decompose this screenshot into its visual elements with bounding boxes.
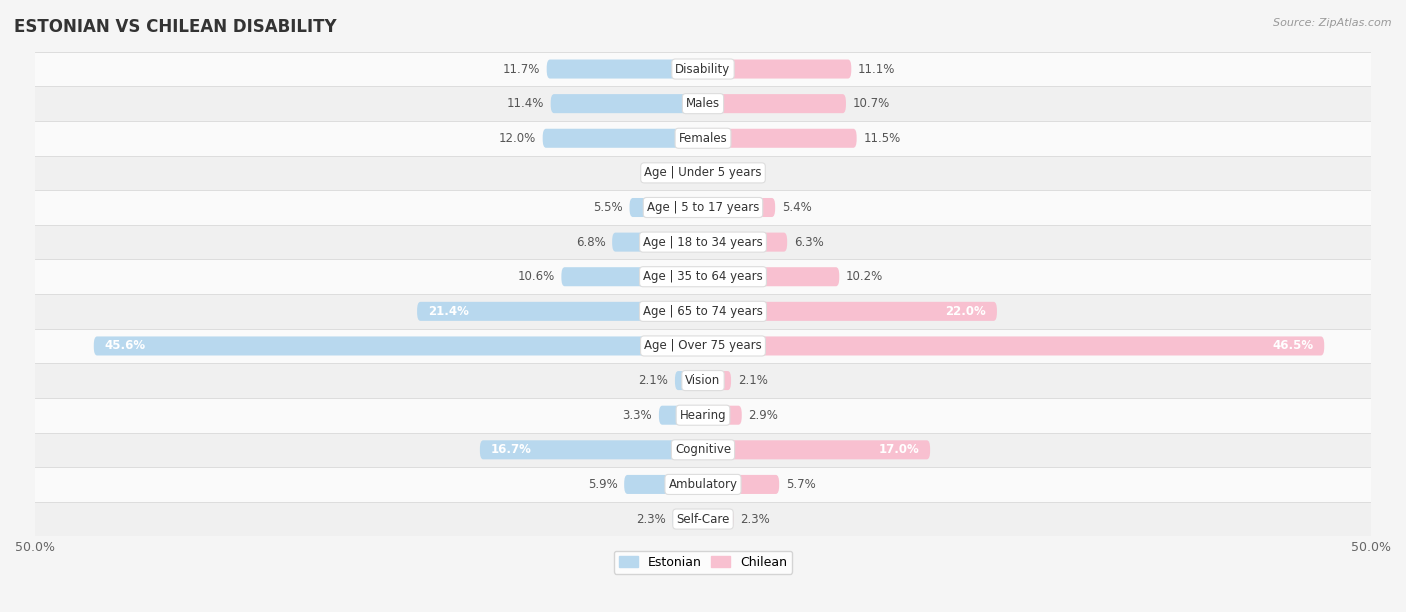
Text: Vision: Vision [685,374,721,387]
FancyBboxPatch shape [94,337,703,356]
Legend: Estonian, Chilean: Estonian, Chilean [614,551,792,573]
Bar [35,364,1371,398]
Text: 1.5%: 1.5% [647,166,676,179]
FancyBboxPatch shape [703,129,856,147]
FancyBboxPatch shape [624,475,703,494]
Text: 6.8%: 6.8% [575,236,606,248]
Text: 5.4%: 5.4% [782,201,811,214]
Text: Females: Females [679,132,727,145]
Text: Age | Under 5 years: Age | Under 5 years [644,166,762,179]
FancyBboxPatch shape [703,440,931,460]
Text: Cognitive: Cognitive [675,443,731,457]
FancyBboxPatch shape [703,198,775,217]
Text: Age | 18 to 34 years: Age | 18 to 34 years [643,236,763,248]
Text: 45.6%: 45.6% [104,340,146,353]
Text: 3.3%: 3.3% [623,409,652,422]
Bar [35,52,1371,86]
Text: 46.5%: 46.5% [1272,340,1313,353]
FancyBboxPatch shape [703,233,787,252]
Text: 10.6%: 10.6% [517,271,555,283]
FancyBboxPatch shape [703,94,846,113]
FancyBboxPatch shape [703,337,1324,356]
Text: Disability: Disability [675,62,731,75]
Bar [35,86,1371,121]
Text: 17.0%: 17.0% [879,443,920,457]
FancyBboxPatch shape [703,267,839,286]
Bar [35,190,1371,225]
FancyBboxPatch shape [703,510,734,529]
Text: Age | 5 to 17 years: Age | 5 to 17 years [647,201,759,214]
Text: 5.7%: 5.7% [786,478,815,491]
FancyBboxPatch shape [683,163,703,182]
Text: 11.5%: 11.5% [863,132,901,145]
FancyBboxPatch shape [703,371,731,390]
Text: Ambulatory: Ambulatory [668,478,738,491]
Text: ESTONIAN VS CHILEAN DISABILITY: ESTONIAN VS CHILEAN DISABILITY [14,18,336,36]
Text: 2.1%: 2.1% [638,374,668,387]
Text: 5.5%: 5.5% [593,201,623,214]
FancyBboxPatch shape [612,233,703,252]
FancyBboxPatch shape [703,302,997,321]
FancyBboxPatch shape [418,302,703,321]
Text: 10.7%: 10.7% [852,97,890,110]
Text: Self-Care: Self-Care [676,512,730,526]
Text: 16.7%: 16.7% [491,443,531,457]
Text: 2.9%: 2.9% [748,409,779,422]
Bar [35,259,1371,294]
FancyBboxPatch shape [703,475,779,494]
FancyBboxPatch shape [561,267,703,286]
Bar [35,225,1371,259]
Bar [35,155,1371,190]
Text: 2.3%: 2.3% [741,512,770,526]
FancyBboxPatch shape [659,406,703,425]
Text: 10.2%: 10.2% [846,271,883,283]
FancyBboxPatch shape [703,163,720,182]
Text: 2.3%: 2.3% [636,512,665,526]
Text: 1.3%: 1.3% [727,166,756,179]
FancyBboxPatch shape [551,94,703,113]
Text: 12.0%: 12.0% [499,132,536,145]
FancyBboxPatch shape [547,59,703,78]
Text: Age | 35 to 64 years: Age | 35 to 64 years [643,271,763,283]
Text: Hearing: Hearing [679,409,727,422]
Bar [35,398,1371,433]
Text: 6.3%: 6.3% [794,236,824,248]
Text: 5.9%: 5.9% [588,478,617,491]
FancyBboxPatch shape [543,129,703,147]
Text: 2.1%: 2.1% [738,374,768,387]
FancyBboxPatch shape [703,59,851,78]
Text: Males: Males [686,97,720,110]
Bar [35,121,1371,155]
Text: Age | Over 75 years: Age | Over 75 years [644,340,762,353]
FancyBboxPatch shape [672,510,703,529]
Text: 11.4%: 11.4% [506,97,544,110]
Text: 11.1%: 11.1% [858,62,896,75]
FancyBboxPatch shape [703,406,742,425]
Text: Age | 65 to 74 years: Age | 65 to 74 years [643,305,763,318]
Bar [35,502,1371,536]
Text: 22.0%: 22.0% [945,305,986,318]
Bar [35,433,1371,467]
Text: Source: ZipAtlas.com: Source: ZipAtlas.com [1274,18,1392,28]
Bar [35,294,1371,329]
Bar [35,467,1371,502]
Text: 21.4%: 21.4% [427,305,468,318]
FancyBboxPatch shape [479,440,703,460]
Bar [35,329,1371,364]
FancyBboxPatch shape [675,371,703,390]
Text: 11.7%: 11.7% [502,62,540,75]
FancyBboxPatch shape [630,198,703,217]
